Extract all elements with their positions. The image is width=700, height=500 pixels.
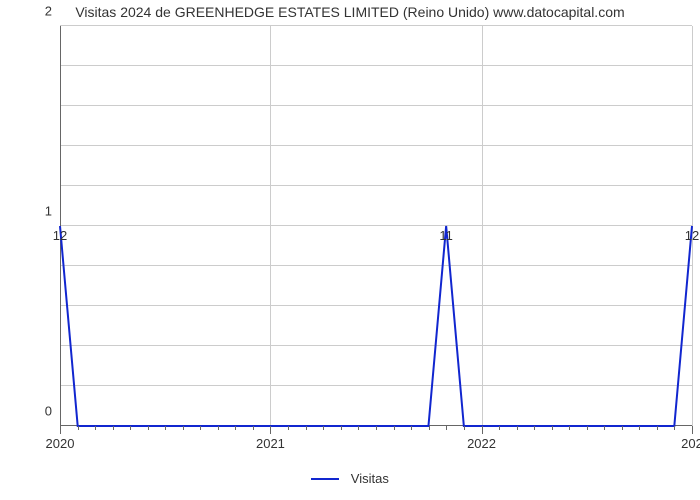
x-tick-minor — [411, 426, 412, 430]
chart-plot-area: 012 202020212022202 121112 — [60, 26, 692, 426]
x-tick-minor — [341, 426, 342, 430]
x-tick-minor — [569, 426, 570, 430]
x-tick-label: 2020 — [46, 426, 75, 451]
x-tick-minor — [587, 426, 588, 430]
x-tick-minor — [674, 426, 675, 430]
x-tick-minor — [657, 426, 658, 430]
x-tick-minor — [604, 426, 605, 430]
x-tick-minor — [200, 426, 201, 430]
x-tick-label: 202 — [681, 426, 700, 451]
legend: Visitas — [0, 470, 700, 486]
x-tick-minor — [165, 426, 166, 430]
x-tick-minor — [130, 426, 131, 430]
y-tick-label: 2 — [45, 4, 60, 19]
x-tick-minor — [429, 426, 430, 430]
x-tick-minor — [517, 426, 518, 430]
x-tick-minor — [534, 426, 535, 430]
point-label: 11 — [439, 228, 453, 243]
x-tick-minor — [183, 426, 184, 430]
y-tick-label: 1 — [45, 204, 60, 219]
x-tick-label: 2022 — [467, 426, 496, 451]
x-tick-minor — [218, 426, 219, 430]
x-tick-minor — [306, 426, 307, 430]
x-tick-minor — [113, 426, 114, 430]
x-tick-minor — [552, 426, 553, 430]
legend-label: Visitas — [351, 471, 389, 486]
x-tick-minor — [253, 426, 254, 430]
x-tick-minor — [394, 426, 395, 430]
chart-title: Visitas 2024 de GREENHEDGE ESTATES LIMIT… — [0, 4, 700, 20]
x-tick-minor — [639, 426, 640, 430]
x-tick-minor — [499, 426, 500, 430]
x-tick-minor — [148, 426, 149, 430]
x-tick-minor — [288, 426, 289, 430]
x-tick-minor — [622, 426, 623, 430]
y-tick-label: 0 — [45, 404, 60, 419]
x-tick-minor — [235, 426, 236, 430]
x-tick-minor — [95, 426, 96, 430]
x-tick-minor — [446, 426, 447, 430]
gridline-vertical — [692, 26, 693, 426]
line-series — [60, 26, 692, 426]
x-tick-minor — [358, 426, 359, 430]
legend-swatch — [311, 478, 339, 480]
point-label: 12 — [685, 228, 699, 243]
x-tick-minor — [78, 426, 79, 430]
x-tick-minor — [376, 426, 377, 430]
x-tick-minor — [464, 426, 465, 430]
x-tick-label: 2021 — [256, 426, 285, 451]
x-tick-minor — [323, 426, 324, 430]
point-label: 12 — [53, 228, 67, 243]
